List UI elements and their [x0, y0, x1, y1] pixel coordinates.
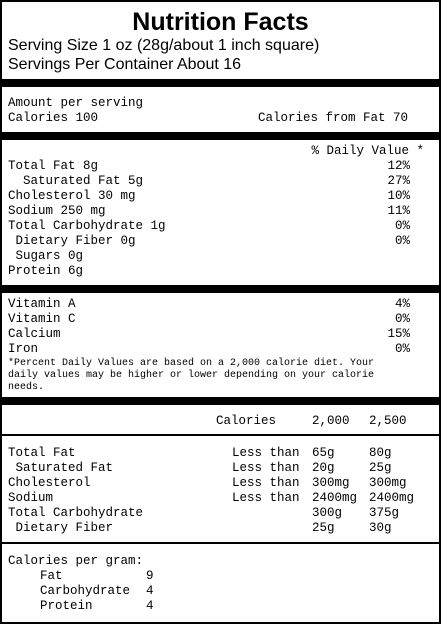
thick-divider [2, 132, 439, 140]
calories-per-gram-row: Protein 4 [40, 599, 154, 613]
thick-divider [2, 79, 439, 87]
reference-row: Saturated Fat Less than 20g 25g [8, 461, 392, 475]
label-title: Nutrition Facts [132, 8, 309, 36]
amount-per-serving-label: Amount per serving [8, 96, 144, 110]
thin-divider [2, 434, 439, 436]
servings-per-container: Servings Per Container About 16 [8, 56, 242, 73]
vitamin-row: Calcium 15% [8, 327, 410, 341]
thick-divider [2, 285, 439, 293]
reference-row: Dietary Fiber 25g 30g [8, 521, 392, 535]
calories-value: Calories 100 [8, 111, 99, 125]
reference-row: Sodium Less than 2400mg 2400mg [8, 491, 415, 505]
nutrient-row: Total Carbohydrate 1g 0% [8, 219, 410, 233]
vitamin-row: Iron 0% [8, 342, 410, 356]
thick-divider [2, 397, 439, 405]
nutrient-row: Sodium 250 mg 11% [8, 204, 410, 218]
calories-per-gram-row: Fat 9 [40, 569, 154, 583]
vitamin-row: Vitamin C 0% [8, 312, 410, 326]
footnote: *Percent Daily Values are based on a 2,0… [8, 358, 375, 393]
nutrient-row: Sugars 0g [8, 249, 84, 263]
nutrient-row: Dietary Fiber 0g 0% [8, 234, 411, 248]
reference-col-2500: 2,500 [369, 414, 407, 428]
nutrient-row: Protein 6g [8, 264, 84, 278]
thin-divider [2, 542, 439, 544]
reference-col-2000: 2,000 [312, 414, 350, 428]
reference-header: Calories 2,000 2,500 [8, 414, 410, 429]
calories-from-fat: Calories from Fat 70 [257, 111, 408, 125]
calories-row: Calories 100 Calories from Fat 70 [8, 111, 410, 126]
serving-size: Serving Size 1 oz (28g/about 1 inch squa… [8, 37, 320, 54]
vitamin-row: Vitamin A 4% [8, 297, 410, 311]
reference-row: Total Carbohydrate 300g 375g [8, 506, 400, 520]
nutrient-row: Cholesterol 30 mg 10% [8, 189, 410, 203]
reference-row: Total Fat Less than 65g 80g [8, 446, 392, 460]
reference-calories-label: Calories [216, 414, 277, 428]
calories-per-gram-row: Carbohydrate 4 [40, 584, 154, 598]
nutrient-row: Saturated Fat 5g 27% [8, 174, 410, 188]
nutrient-row: Total Fat 8g 12% [8, 159, 410, 173]
daily-value-header: % Daily Value * [311, 144, 424, 158]
calories-per-gram-label: Calories per gram: [8, 554, 144, 568]
reference-row: Cholesterol Less than 300mg 300mg [8, 476, 407, 490]
